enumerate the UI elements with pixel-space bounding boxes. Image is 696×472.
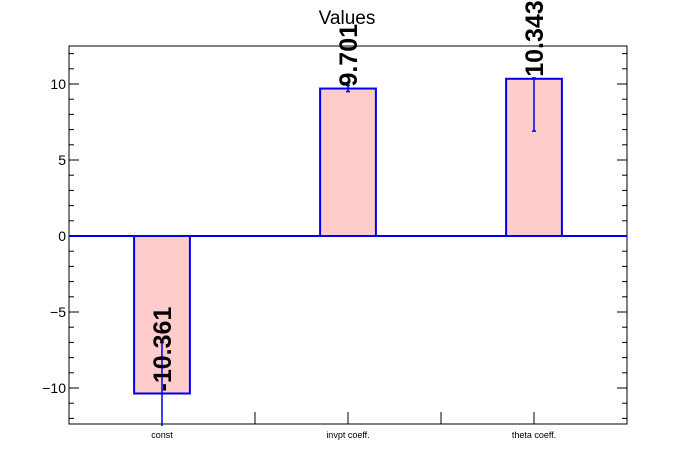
x-category-label: theta coeff. [512,430,556,440]
y-axis: −10 −5 0 5 10 [42,53,627,419]
data-label: 10.343 [521,0,549,76]
y-tick-label: 10 [50,76,66,92]
y-tick-label: 0 [58,228,66,244]
bar [319,87,377,237]
error-bars-layer [160,77,536,426]
chart-title: Values [319,8,376,29]
y-tick-label: 5 [58,152,66,168]
data-label: -10.361 [149,307,177,392]
data-label: 9.701 [335,24,363,87]
y-tick-label: −5 [50,304,66,320]
x-category-label: const [151,430,173,440]
data-labels-layer: -10.361 9.701 10.343 [149,0,549,391]
x-axis: const invpt coeff. theta coeff. [151,412,556,440]
y-tick-label: −10 [42,380,66,396]
x-category-label: invpt coeff. [326,430,369,440]
